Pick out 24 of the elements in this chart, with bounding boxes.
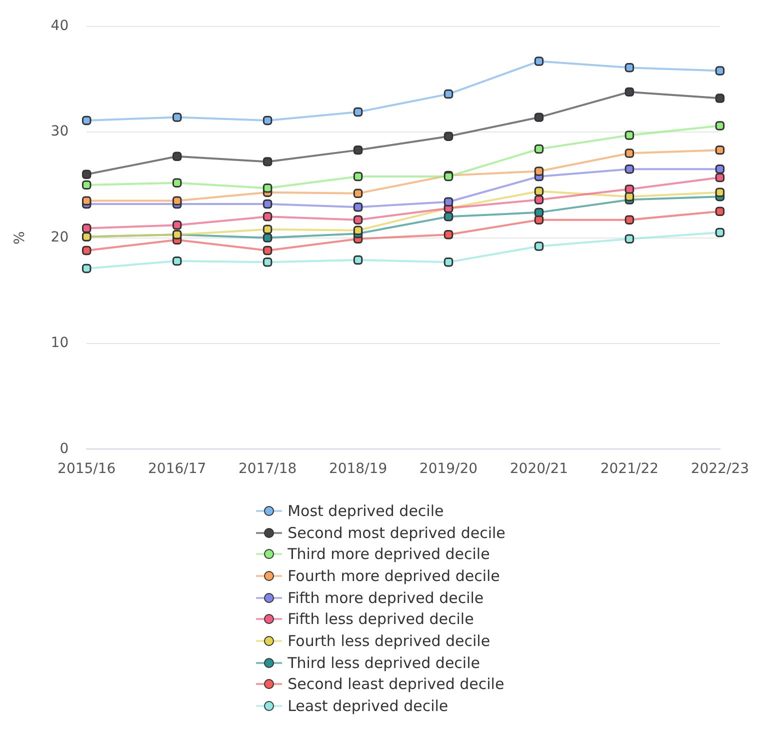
y-axis-title: % — [12, 231, 28, 244]
x-tick-label: 2022/23 — [690, 461, 750, 478]
x-tick-label: 2020/21 — [510, 461, 568, 478]
x-tick-label: 2019/20 — [419, 461, 478, 478]
legend-label: Second most deprived decile — [288, 524, 506, 542]
y-tick-label: 30 — [50, 124, 69, 140]
y-tick-label: 20 — [50, 229, 69, 246]
legend-label: Fifth less deprived decile — [288, 610, 474, 628]
x-tick-label: 2018/19 — [328, 461, 388, 478]
x-tick-label: 2021/22 — [600, 461, 659, 478]
x-tick-label: 2015/16 — [58, 461, 116, 478]
legend-label: Least deprived decile — [288, 697, 448, 716]
y-tick-label: 40 — [50, 18, 69, 34]
y-tick-label: 10 — [50, 335, 69, 352]
legend-label: Second least deprived decile — [288, 675, 504, 694]
legend-label: Fifth more deprived decile — [288, 588, 484, 607]
legend-label: Fourth less deprived decile — [288, 632, 490, 650]
legend-label: Most deprived decile — [288, 502, 444, 520]
y-tick-label: 0 — [60, 440, 69, 457]
x-tick-label: 2017/18 — [238, 461, 297, 478]
legend-label: Fourth more deprived decile — [288, 566, 500, 585]
legend-label: Third less deprived decile — [288, 654, 480, 672]
x-tick-label: 2016/17 — [148, 461, 206, 478]
legend-label: Third more deprived decile — [288, 545, 490, 564]
